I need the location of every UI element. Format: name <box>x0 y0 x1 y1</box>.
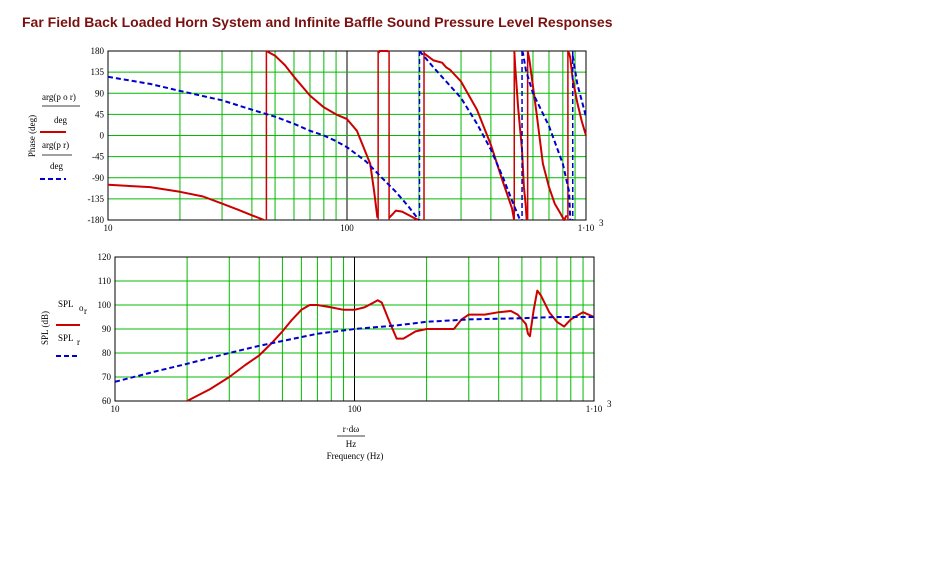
spl-y-tick-1: 110 <box>98 276 112 286</box>
spl-legend-series1-sub: o <box>79 303 84 313</box>
phase-legend-series2-top: arg(p r) <box>42 140 69 150</box>
spl-y-tick-3: 90 <box>102 324 112 334</box>
phase-y-tick-4: 0 <box>100 131 105 141</box>
spl-legend-series2-sub: r <box>77 337 80 347</box>
phase-ylabel: Phase (deg) <box>27 115 37 157</box>
phase-x-tick-exponent: 3 <box>599 218 604 228</box>
spl-x-tick-exponent: 3 <box>607 399 612 409</box>
spl-xlabel-numerator: r·dω <box>343 424 359 434</box>
spl-y-tick-4: 80 <box>102 348 112 358</box>
spl-plot-frame <box>114 256 595 402</box>
phase-y-tick-5: -45 <box>92 152 104 162</box>
spl-y-tick-6: 60 <box>102 396 112 406</box>
spl-chart: 120 110 100 90 80 70 60 10 100 1·10 3 SPL (dB) SP… <box>40 252 612 461</box>
phase-y-tick-7: -135 <box>88 194 105 204</box>
spl-x-tick-2: 1·10 <box>586 404 603 414</box>
phase-y-tick-1: 135 <box>91 67 105 77</box>
phase-y-tick-8: -180 <box>88 215 105 225</box>
phase-legend-series2-bottom: deg <box>50 161 63 171</box>
phase-y-tick-3: 45 <box>95 109 105 119</box>
spl-xlabel-denominator: Hz <box>346 439 357 449</box>
spl-y-tick-2: 100 <box>98 300 112 310</box>
spl-x-tick-labels: 10 100 1·10 3 <box>111 399 613 414</box>
phase-x-tick-1: 100 <box>340 223 354 233</box>
spl-series-1-line <box>186 289 595 402</box>
phase-legend-series1-top: arg(p o r) <box>42 92 76 102</box>
phase-series-2-line <box>107 50 587 221</box>
phase-y-tick-2: 90 <box>95 88 105 98</box>
spl-legend-series2: SPL <box>58 333 74 343</box>
phase-y-tick-6: -90 <box>92 173 104 183</box>
spl-ylabel: SPL (dB) <box>40 311 50 345</box>
phase-x-tick-2: 1·10 <box>578 223 595 233</box>
phase-x-tick-0: 10 <box>104 223 114 233</box>
spl-legend: SPL o r SPL r <box>56 299 87 357</box>
phase-y-tick-0: 180 <box>91 46 105 56</box>
spl-xlabel: Frequency (Hz) <box>327 451 384 461</box>
phase-legend: arg(p o r) deg arg(p r) deg <box>40 92 80 180</box>
spl-y-tick-0: 120 <box>98 252 112 262</box>
spl-x-tick-1: 100 <box>348 404 362 414</box>
phase-series-group <box>107 50 587 221</box>
spl-series-group <box>114 289 595 402</box>
spl-x-tick-0: 10 <box>111 404 121 414</box>
spl-y-tick-labels: 120 110 100 90 80 70 60 <box>98 252 112 406</box>
page-title: Far Field Back Loaded Horn System and In… <box>22 14 613 30</box>
phase-series-1-line <box>107 50 587 221</box>
spl-series-2-line <box>114 316 594 383</box>
spl-y-tick-5: 70 <box>102 372 112 382</box>
spl-y-axis-label: SPL (dB) <box>40 311 50 345</box>
phase-legend-series1-bottom: deg <box>54 115 67 125</box>
spl-legend-series1-sub2: r <box>84 306 87 316</box>
spl-grid <box>114 256 594 402</box>
phase-y-axis-label: Phase (deg) <box>27 115 37 157</box>
phase-y-tick-labels: 180 135 90 45 0 -45 -90 -135 -180 <box>88 46 105 225</box>
spl-x-axis-label: r·dω Hz Frequency (Hz) <box>327 424 384 461</box>
phase-chart: 180 135 90 45 0 -45 -90 -135 -180 10 100 1·10 3 Pha… <box>27 46 604 233</box>
spl-legend-series1: SPL <box>58 299 74 309</box>
phase-x-tick-labels: 10 100 1·10 3 <box>104 218 605 233</box>
